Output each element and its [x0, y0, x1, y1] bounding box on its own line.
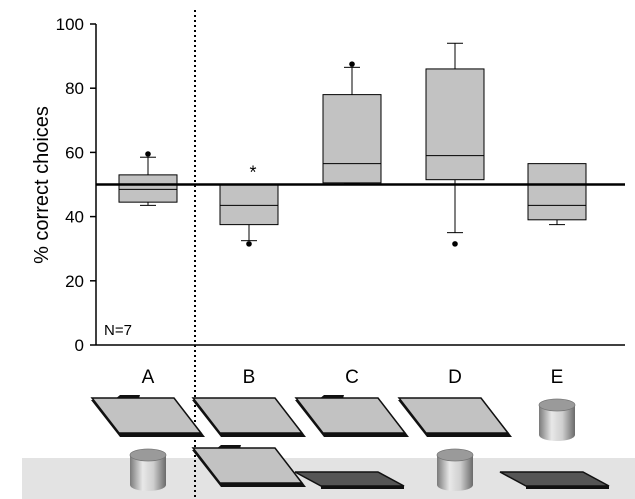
- x-tick-label: D: [448, 367, 462, 388]
- stimulus-tray: [397, 397, 512, 437]
- outlier-point: [452, 241, 458, 247]
- outlier-point: [349, 61, 355, 67]
- box-D: [425, 68, 485, 181]
- box-E: [527, 163, 587, 221]
- cylinder-top: [129, 448, 167, 462]
- stimulus-tray-with-tab: [191, 445, 306, 487]
- cylinder-top: [538, 398, 576, 412]
- cylinder-bottom: [437, 479, 473, 491]
- stimulus-cylinder: [436, 448, 474, 491]
- stimulus-tray: [191, 397, 306, 437]
- y-tick-label: 40: [65, 208, 84, 227]
- y-ticks: 0 20 40 60 80 100: [56, 15, 96, 355]
- x-tick-label: B: [243, 367, 256, 388]
- tray-surface: [90, 397, 203, 434]
- y-tick-label: 20: [65, 272, 84, 291]
- tray-surface: [191, 447, 304, 484]
- stimulus-icons: [90, 395, 610, 491]
- sample-size-annotation: N=7: [104, 322, 132, 339]
- x-tick-label: A: [142, 367, 155, 388]
- y-tick-label: 60: [65, 143, 84, 162]
- flat-tray-edge: [526, 486, 609, 489]
- stimulus-flat-dark-tray: [294, 471, 405, 489]
- box-B: [219, 184, 279, 226]
- boxes: *: [118, 42, 587, 247]
- y-axis-label: % correct choices: [31, 106, 53, 264]
- y-tick-label: 100: [56, 15, 84, 34]
- outlier-point: [246, 241, 252, 247]
- stimulus-cylinder: [129, 448, 167, 491]
- flat-tray-edge: [321, 486, 404, 489]
- cylinder-bottom: [539, 429, 575, 441]
- y-tick-label: 80: [65, 79, 84, 98]
- stimulus-tray-with-tab: [294, 395, 409, 437]
- cylinder-top: [436, 448, 474, 462]
- x-tick-labels: A B C D E: [142, 367, 564, 388]
- x-tick-label: C: [345, 367, 359, 388]
- stimulus-tray-with-tab: [90, 395, 205, 437]
- stimulus-flat-dark-tray: [499, 471, 610, 489]
- x-tick-label: E: [551, 367, 564, 388]
- tray-surface: [294, 397, 407, 434]
- y-tick-label: 0: [75, 336, 84, 355]
- stimulus-cylinder: [538, 398, 576, 441]
- significance-marker: *: [249, 163, 256, 183]
- tray-surface: [191, 397, 304, 434]
- cylinder-bottom: [130, 479, 166, 491]
- outlier-point: [145, 151, 151, 157]
- box-C: [322, 94, 382, 184]
- tray-surface: [397, 397, 510, 434]
- box-A: [118, 174, 178, 203]
